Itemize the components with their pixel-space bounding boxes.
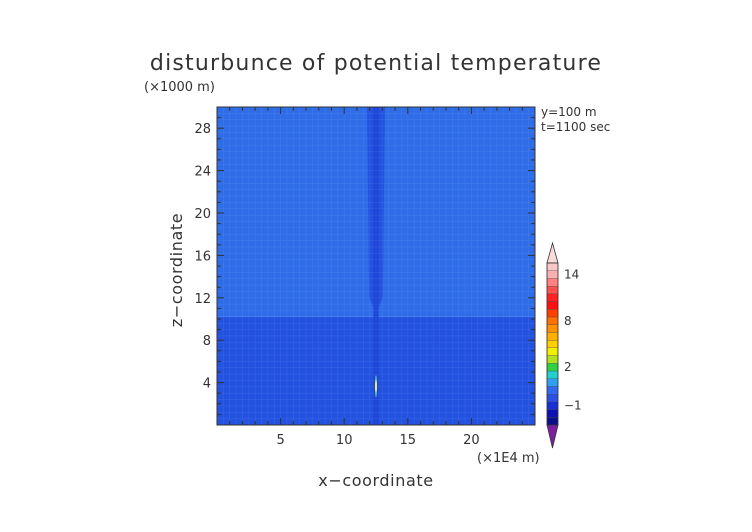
x-tick-label: 10 bbox=[336, 433, 353, 448]
colorbar-tick-label: 2 bbox=[564, 360, 572, 374]
colorbar-swatch bbox=[546, 393, 559, 403]
x-axis-label: x−coordinate bbox=[318, 471, 433, 490]
colorbar-swatch bbox=[546, 409, 559, 418]
y-tick-label: 4 bbox=[203, 377, 211, 392]
region-core-line bbox=[373, 107, 379, 425]
x-unit-label: (×1E4 m) bbox=[477, 451, 540, 466]
colorbar-swatch bbox=[546, 324, 559, 333]
y-unit-label: (×1000 m) bbox=[144, 80, 215, 95]
colorbar-high-triangle bbox=[546, 241, 559, 264]
colorbar-swatch bbox=[546, 293, 559, 302]
y-axis-label: z−coordinate bbox=[167, 213, 186, 327]
grid-texture bbox=[216, 107, 536, 426]
colorbar-swatch bbox=[546, 386, 559, 395]
region-warm-streak-core bbox=[375, 380, 377, 393]
y-tick-label: 20 bbox=[194, 207, 211, 222]
colorbar-swatch bbox=[546, 347, 559, 356]
y-tick-label: 28 bbox=[194, 122, 211, 137]
colorbar-swatch bbox=[546, 339, 559, 349]
colorbar-swatch bbox=[546, 378, 559, 387]
colorbar-swatch bbox=[546, 301, 559, 310]
colorbar-swatch bbox=[546, 270, 559, 279]
colorbar-swatch bbox=[546, 285, 559, 295]
colorbar-swatch bbox=[546, 278, 559, 287]
y-tick-label: 16 bbox=[194, 249, 211, 264]
x-axis: 5 10 15 20 bbox=[229, 107, 523, 448]
colorbar-border bbox=[546, 262, 559, 426]
colorbar-swatch bbox=[546, 401, 559, 410]
colorbar-swatch bbox=[546, 262, 559, 271]
colorbar-swatch bbox=[546, 332, 559, 341]
x-tick-label: 20 bbox=[463, 433, 480, 448]
colorbar-swatch bbox=[546, 417, 559, 426]
colorbar: 14 8 2 −1 bbox=[546, 241, 582, 449]
chart-title: disturbunce of potential temperature bbox=[150, 51, 602, 76]
y-axis: 4 8 12 16 20 24 28 bbox=[194, 117, 535, 415]
x-tick-label: 5 bbox=[276, 433, 284, 448]
annotation-y: y=100 m bbox=[541, 105, 597, 119]
colorbar-swatch bbox=[546, 355, 559, 364]
colorbar-swatch bbox=[546, 309, 559, 318]
colorbar-swatch bbox=[546, 363, 559, 372]
x-tick-label: 15 bbox=[400, 433, 417, 448]
plot-area bbox=[216, 107, 536, 426]
y-tick-label: 12 bbox=[194, 292, 211, 307]
colorbar-tick-label: 14 bbox=[564, 268, 579, 282]
annotation-t: t=1100 sec bbox=[541, 120, 610, 134]
colorbar-tick-label: 8 bbox=[564, 314, 572, 328]
y-tick-label: 24 bbox=[194, 165, 211, 180]
colorbar-swatch bbox=[546, 316, 559, 325]
y-tick-label: 8 bbox=[203, 334, 211, 349]
colorbar-swatch bbox=[546, 370, 559, 379]
colorbar-tick-label: −1 bbox=[564, 399, 582, 413]
colorbar-low-triangle bbox=[546, 424, 559, 449]
